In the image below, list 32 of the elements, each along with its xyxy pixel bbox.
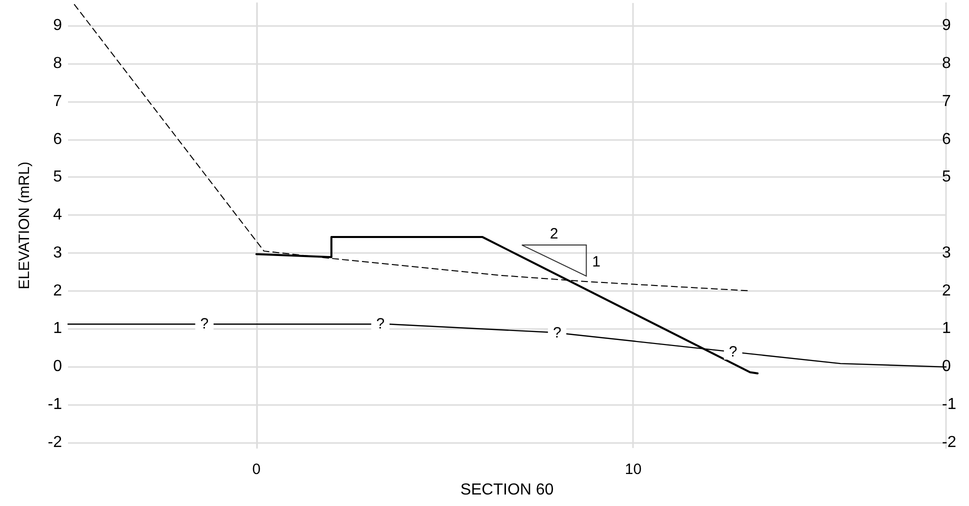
annotation: ? — [376, 316, 385, 333]
y2-tick-label: 8 — [942, 55, 951, 72]
y2-tick-label: -2 — [942, 434, 956, 451]
y-tick-label: -1 — [48, 396, 62, 413]
y-tick-label: 0 — [53, 358, 62, 376]
annotation: ? — [552, 324, 562, 342]
y-tick-label: 6 — [53, 130, 62, 148]
x-tick-label: 10 — [624, 461, 642, 478]
y2-tick-label: 7 — [942, 92, 951, 110]
y-tick-label: 7 — [53, 92, 62, 110]
y2-tick-label: 3 — [942, 244, 951, 262]
y2-tick-label: 2 — [942, 282, 951, 300]
y-tick-label: 1 — [53, 320, 62, 338]
y-tick-label: 8 — [53, 55, 62, 72]
y-tick-label: -2 — [48, 434, 62, 451]
y-tick-label: 4 — [53, 206, 62, 224]
y-tick-label: 5 — [53, 168, 62, 186]
annotation: ? — [200, 316, 209, 333]
y2-tick-label: 6 — [942, 130, 951, 148]
annotation: ? — [728, 344, 738, 361]
annotation: 2 — [550, 226, 558, 243]
y-tick-label: 9 — [53, 17, 62, 34]
annotation: 1 — [592, 254, 600, 271]
y2-tick-label: 5 — [942, 168, 951, 186]
y2-tick-label: 1 — [942, 320, 951, 338]
y2-tick-label: 9 — [942, 17, 951, 34]
y-tick-label: 3 — [53, 244, 62, 262]
y-axis-title: ELEVATION (mRL) — [16, 162, 33, 290]
y2-tick-label: -1 — [942, 396, 956, 413]
y-tick-label: 2 — [53, 282, 62, 300]
x-axis-title: SECTION 60 — [460, 481, 554, 498]
y2-tick-label: 0 — [942, 358, 951, 376]
